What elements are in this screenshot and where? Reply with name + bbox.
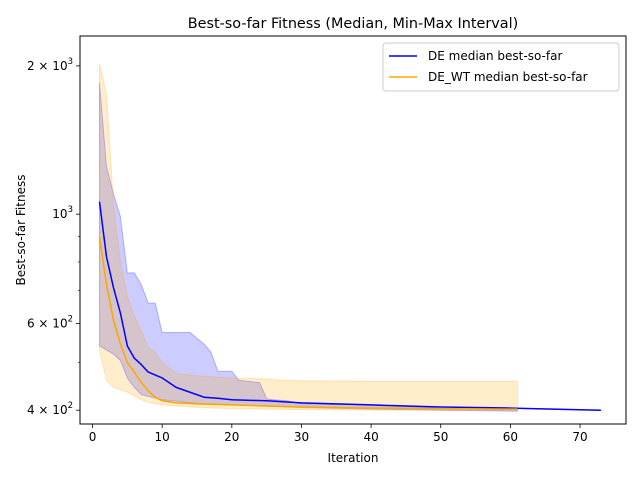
x-axis-ticks: 0 10 20 30 40 50 60 70 [89,424,588,444]
x-tick-label: 0 [89,430,97,444]
y-tick-label: 2 × 103 [27,57,73,73]
axes-frame [79,35,627,425]
y-tick-label: 6 × 102 [27,314,73,330]
legend-label-series-0: DE median best-so-far [428,49,562,63]
x-tick-label: 70 [572,430,587,444]
legend-label-series-1: DE_WT median best-so-far [428,70,588,84]
chart-title: Best-so-far Fitness (Median, Min-Max Int… [188,16,519,32]
legend-box [382,42,620,92]
median-line-series-0 [98,201,601,411]
x-tick-label: 30 [294,430,309,444]
median-lines [98,201,601,411]
x-tick-label: 40 [363,430,378,444]
legend: DE median best-so-far DE_WT median best-s… [382,42,620,92]
median-line-series-1 [98,236,518,410]
x-tick-label: 10 [155,430,170,444]
x-tick-label: 60 [503,430,518,444]
band-series-1 [99,63,518,411]
x-tick-label: 50 [433,430,448,444]
y-tick-label: 4 × 102 [27,401,73,417]
interval-bands [99,63,518,412]
band-series-0 [99,82,518,412]
y-axis-title: Best-so-far Fitness [14,175,28,286]
y-axis-ticks: 4 × 102 6 × 102 103 2 × 103 [27,57,80,417]
y-tick-label: 103 [52,205,73,221]
x-axis-title: Iteration [328,451,379,465]
x-tick-label: 20 [224,430,239,444]
